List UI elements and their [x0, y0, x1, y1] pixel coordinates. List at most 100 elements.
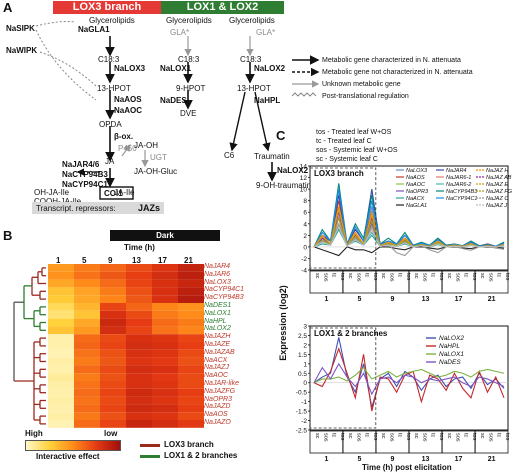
pathway-diagram [35, 21, 320, 200]
x-condition-label: sc [314, 433, 320, 439]
heat-cell [100, 357, 126, 366]
label-coi1: COI1 [104, 189, 123, 198]
heat-cell [152, 412, 178, 420]
condition-tc: tc - Treated leaf C [316, 138, 372, 145]
label-glycerolipids: Glycerolipids [89, 16, 135, 25]
heatmap-time-header: 1 5 9 13 17 21 [46, 256, 202, 266]
heat-cell [178, 420, 204, 428]
x-group-box [474, 270, 509, 294]
label-nacyp94b3: NaCYP94B3 [62, 170, 108, 179]
label-ja-ile: JA-Ile [114, 188, 135, 197]
legend-item-post-translational: Post-translational regulation [322, 93, 409, 100]
x-group-box [474, 430, 509, 454]
heat-cell [178, 396, 204, 405]
heat-cell [178, 357, 204, 366]
lox12-line-chart: 32.521.510.50-0.5-1-1.5-2-2.5sc sos tc tos1… [296, 324, 510, 464]
heat-scale-bar [25, 440, 121, 451]
heat-cell [100, 287, 126, 296]
chart-title: LOX3 branch [314, 169, 364, 178]
heat-cell [48, 373, 74, 381]
legend-label: NaCYP94C1 [446, 196, 478, 202]
heat-cell [178, 264, 204, 272]
heat-cell [126, 271, 152, 280]
scale-low: low [104, 429, 118, 438]
pathway-legend: Metabolic gene characterized in N. atten… [322, 55, 473, 103]
label-glycerolipids-lox2: Glycerolipids [229, 16, 275, 25]
heat-cell [74, 381, 100, 389]
gene-label: NaOPR3 [204, 395, 233, 403]
heat-cell [100, 420, 126, 428]
legend-label: NaOPR3 [406, 189, 429, 195]
x-condition-label: sc [446, 433, 452, 439]
label-jazs: JAZs [138, 203, 161, 213]
y-tick-label: 6 [303, 210, 307, 217]
label-nalox3: NaLOX3 [114, 64, 146, 73]
gene-label: NaJAR-like [204, 380, 240, 387]
heat-cell [48, 334, 74, 342]
heat-cell [178, 349, 204, 358]
scale-high: High [25, 429, 43, 438]
heat-cell [48, 357, 74, 366]
gene-label: NaJAZJ [204, 364, 229, 372]
x-condition-label: sos [421, 273, 427, 282]
x-condition-label: sc [347, 433, 353, 439]
heat-cell [100, 326, 126, 335]
lox3-branch-header: LOX3 branch [53, 1, 161, 14]
heat-cell [74, 310, 100, 319]
x-time-label: 1 [324, 296, 328, 303]
x-condition-label: tos [471, 273, 477, 281]
x-condition-label: tc [496, 433, 502, 438]
heat-cell [48, 318, 74, 327]
heat-cell [74, 326, 100, 335]
x-condition-label: sos [322, 273, 328, 282]
legend-label: NaLOX2 [439, 335, 464, 342]
y-tick-label: -0.5 [296, 390, 308, 397]
heat-cell [126, 334, 152, 342]
x-condition-label: tc [331, 433, 337, 438]
heat-cell [48, 420, 74, 428]
gene-label: NaJAZH [204, 333, 231, 341]
heat-cell [126, 287, 152, 296]
legend-label: NaLOX1 [439, 351, 464, 358]
gene-label: NaJAZD [204, 403, 231, 411]
heat-cell [126, 342, 152, 350]
heat-cell [126, 420, 152, 428]
y-tick-label: 0.5 [298, 371, 307, 378]
legend-label: NaLOX3 [406, 168, 428, 174]
heat-cell [100, 342, 126, 350]
time-label: Time (h) [124, 243, 155, 252]
label-nades: NaDES [160, 96, 187, 105]
gene-label: NaJAZO [204, 419, 231, 426]
heat-cell [100, 365, 126, 374]
heat-cell [100, 396, 126, 405]
label-c18-3: C18:3 [98, 55, 120, 64]
heat-cell [74, 295, 100, 303]
legend-item-not-characterized: Metabolic gene not characterized in N. a… [322, 69, 473, 76]
heat-cell [152, 349, 178, 358]
gene-label: NaJAZE [204, 341, 231, 348]
heat-cell [100, 279, 126, 288]
heat-cell [100, 412, 126, 420]
gene-label: NaDES1 [204, 302, 232, 309]
x-condition-label: tos [504, 273, 510, 281]
gene-label: NaAOC [204, 372, 229, 380]
x-condition-label: tos [504, 433, 510, 441]
x-time-label: 17 [455, 456, 463, 463]
label-traumatin: Traumatin [254, 152, 290, 161]
x-condition-label: tc [364, 433, 370, 438]
x-condition-label: sc [479, 273, 485, 279]
heat-cell [178, 365, 204, 374]
legend-label: NaAOS [406, 175, 425, 181]
lox12-branch-header: LOX1 & LOX2 branches [161, 1, 284, 26]
scale-caption: Interactive effect [36, 452, 100, 461]
heat-cell [152, 310, 178, 319]
heat-cell [100, 310, 126, 319]
y-tick-label: -4 [301, 268, 307, 275]
time-1: 1 [56, 256, 61, 265]
legend-label: NaCYP94B3 [446, 189, 478, 195]
heat-cell [178, 373, 204, 381]
heat-cell [74, 349, 100, 358]
heatmap [13, 264, 204, 428]
time-9: 9 [108, 256, 113, 265]
x-condition-label: tos [339, 433, 345, 441]
